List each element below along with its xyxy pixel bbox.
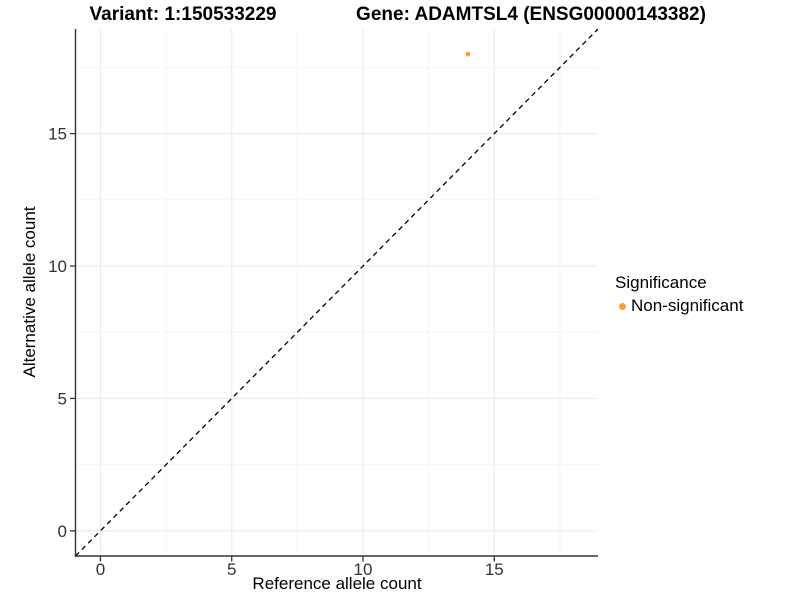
x-tick-label: 0 [96, 560, 105, 579]
y-tick-label: 15 [48, 125, 67, 144]
legend-item-non-significant: Non-significant [614, 296, 743, 316]
data-point [465, 51, 471, 57]
legend-key-dot [619, 302, 626, 310]
y-tick-label: 5 [58, 389, 67, 408]
x-tick-label: 5 [227, 560, 236, 579]
gene-title: Gene: ADAMTSL4 (ENSG00000143382) [356, 4, 706, 25]
variant-title: Variant: 1:150533229 [89, 4, 277, 25]
legend-title: Significance [615, 273, 707, 292]
legend-item-label: Non-significant [631, 296, 744, 315]
y-axis-title: Alternative allele count [20, 206, 39, 378]
legend: Significance Non-significant [614, 273, 743, 316]
identity-line [75, 28, 599, 557]
y-tick-label: 10 [48, 257, 67, 276]
y-tick-label: 0 [58, 522, 67, 541]
x-axis-title: Reference allele count [252, 574, 422, 593]
x-tick-label: 10 [354, 560, 373, 579]
x-tick-label: 15 [485, 560, 504, 579]
